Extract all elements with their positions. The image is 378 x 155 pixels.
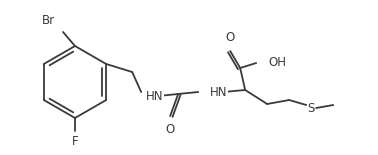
- Text: O: O: [226, 31, 235, 44]
- Text: S: S: [307, 102, 315, 115]
- Text: HN: HN: [210, 86, 228, 98]
- Text: O: O: [166, 123, 175, 136]
- Text: HN: HN: [146, 89, 164, 102]
- Text: Br: Br: [42, 14, 55, 27]
- Text: OH: OH: [268, 55, 286, 69]
- Text: F: F: [72, 135, 78, 148]
